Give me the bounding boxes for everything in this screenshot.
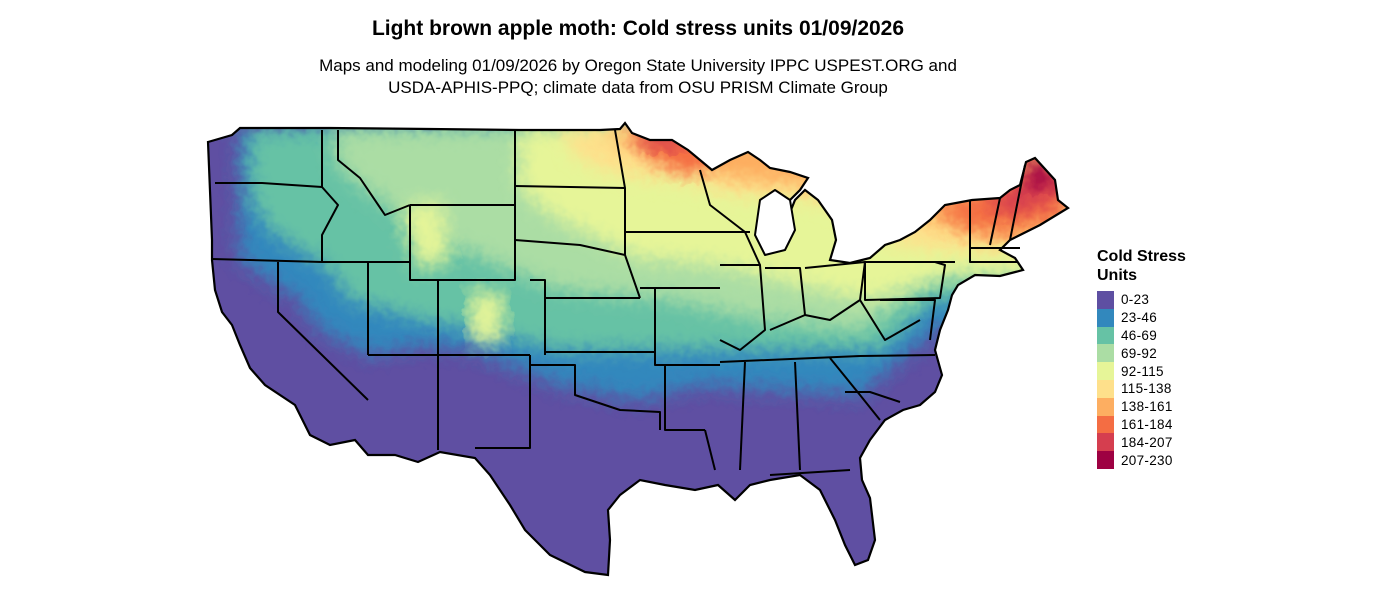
- legend-item: 115-138: [1097, 379, 1207, 398]
- border-ga-sc: [829, 357, 881, 421]
- map-subtitle: Maps and modeling 01/09/2026 by Oregon S…: [0, 55, 1276, 99]
- border-mn-wi: [699, 169, 746, 233]
- legend-swatch: [1097, 397, 1114, 416]
- state-boundaries: [211, 129, 1026, 476]
- legend-swatch: [1097, 451, 1114, 469]
- border-al-ga: [794, 361, 801, 471]
- legend-label: 46-69: [1121, 327, 1158, 343]
- border-or-id-wa-id: [321, 130, 339, 262]
- legend-swatch: [1097, 415, 1114, 434]
- legend-item: 161-184: [1097, 415, 1207, 434]
- legend-label: 115-138: [1121, 381, 1172, 397]
- legend-label: 0-23: [1121, 292, 1150, 308]
- border-nc-sc: [845, 391, 901, 403]
- border-or-ca-nv: [211, 258, 323, 263]
- legend-label: 184-207: [1121, 434, 1173, 450]
- legend-item: 46-69: [1097, 326, 1207, 345]
- legend-item: 184-207: [1097, 433, 1207, 452]
- legend-swatch: [1097, 362, 1114, 380]
- border-va-nc: [859, 354, 936, 357]
- legend-label: 138-161: [1121, 399, 1173, 415]
- border-pa: [864, 261, 946, 301]
- map-title: Light brown apple moth: Cold stress unit…: [371, 17, 905, 40]
- legend-label: 207-230: [1121, 452, 1173, 468]
- cold-stress-raster: [208, 123, 1068, 575]
- border-nm-tx: [475, 355, 531, 449]
- legend-swatch: [1097, 379, 1114, 398]
- border-ny-vt-ma: [969, 200, 1018, 263]
- legend-item: 92-115: [1097, 362, 1207, 380]
- zone-92-115-rockies-north: [400, 200, 450, 270]
- legend-label: 23-46: [1121, 310, 1158, 326]
- legend: Cold Stress Units 0-23 23-46 46-69 69-92 92-…: [1097, 247, 1207, 469]
- border-sd-ne: [514, 239, 641, 299]
- legend-title: Cold Stress Units: [1097, 248, 1186, 284]
- legend-items: 0-23 23-46 46-69 69-92 92-115 115-138 138-161 1…: [1097, 291, 1207, 469]
- great-lake-michigan-shore: [754, 189, 796, 256]
- legend-label: 69-92: [1121, 345, 1158, 361]
- zone-92-115-rockies-south: [470, 290, 505, 345]
- subtitle-line-1: Maps and modeling 01/09/2026 by Oregon S…: [319, 56, 957, 75]
- subtitle-line-2: USDA-APHIS-PPQ; climate data from OSU PR…: [388, 78, 888, 97]
- legend-swatch: [1097, 326, 1114, 345]
- border-co-ks: [530, 279, 546, 355]
- border-nh-me: [1009, 164, 1026, 241]
- legend-label: 161-184: [1121, 416, 1173, 432]
- border-ca-nv: [277, 262, 369, 401]
- border-ky-tn: [719, 355, 861, 363]
- border-la-ms: [704, 429, 716, 471]
- border-wi-il: [744, 231, 761, 266]
- legend-item: 23-46: [1097, 308, 1207, 327]
- border-id-mt: [337, 130, 411, 216]
- border-vt-nh: [989, 197, 1001, 246]
- border-ga-fl: [769, 469, 851, 476]
- legend-item: 207-230: [1097, 451, 1207, 469]
- legend-item: 0-23: [1097, 291, 1207, 309]
- border-wa-or: [215, 182, 323, 188]
- border-tx-ok: [530, 364, 661, 430]
- legend-swatch: [1097, 291, 1114, 309]
- border-in: [765, 267, 806, 331]
- border-wv-va: [859, 299, 921, 341]
- legend-swatch: [1097, 433, 1114, 452]
- border-ar-la: [664, 365, 705, 431]
- legend-swatch: [1097, 344, 1114, 363]
- border-nd-sd: [514, 185, 626, 189]
- border-tn-al-ms: [739, 361, 746, 471]
- legend-item: 138-161: [1097, 397, 1207, 416]
- border-mo-ok-ar: [654, 288, 720, 366]
- legend-label: 92-115: [1121, 363, 1164, 379]
- legend-swatch: [1097, 308, 1114, 327]
- border-md: [880, 299, 936, 341]
- legend-item: 69-92: [1097, 344, 1207, 363]
- border-il: [719, 264, 766, 351]
